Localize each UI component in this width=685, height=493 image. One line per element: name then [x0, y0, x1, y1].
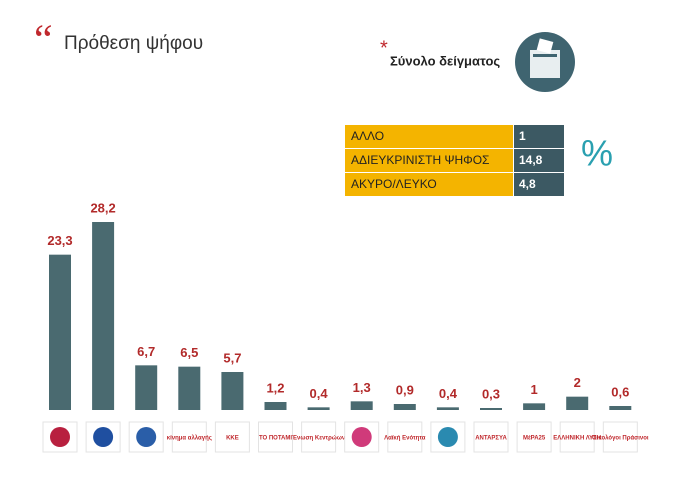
table-label: ΑΚΥΡΟ/ΛΕΥΚΟ: [351, 177, 437, 191]
logo-box: [258, 421, 293, 453]
table-value: 14,8: [519, 153, 543, 167]
logo-mark: [93, 427, 114, 447]
logo-box: [214, 421, 250, 453]
logo-box: [171, 421, 207, 453]
bar: [609, 406, 632, 410]
asterisk: *: [380, 37, 388, 59]
logo-mark: [351, 427, 372, 447]
value-label: 6,7: [137, 344, 155, 359]
bar: [264, 402, 287, 410]
party-logo: [430, 421, 466, 453]
value-label: 6,5: [180, 345, 198, 360]
table-unit: %: [581, 133, 613, 174]
party-logo: ΤΟ ΠΟΤΑΜΙ: [258, 421, 293, 453]
logo-box: [559, 421, 595, 453]
x-tick-label: ΑΝΤΑΡΣΥΑ: [475, 436, 507, 442]
value-label: 23,3: [47, 233, 72, 248]
table-value: 4,8: [519, 177, 536, 191]
logo-box: [516, 421, 552, 453]
party-logo: Λαϊκή Ενότητα: [384, 421, 426, 453]
logo-box: [602, 421, 638, 453]
value-label: 0,6: [611, 384, 629, 399]
x-tick-label: ΜέΡΑ25: [523, 436, 546, 442]
logo-box: [387, 421, 423, 453]
table-cell: [514, 125, 564, 148]
x-tick-label: Ένωση Κεντρώων: [292, 436, 346, 442]
value-label: 0,4: [310, 386, 329, 401]
bar: [178, 366, 201, 410]
bar: [221, 372, 244, 410]
logo-box: [473, 421, 509, 453]
table-cell: [514, 149, 564, 172]
chart-title: Πρόθεση ψήφου: [64, 33, 203, 54]
logo-box: [301, 421, 337, 453]
table-cell: [514, 173, 564, 196]
bar: [436, 407, 459, 410]
logo-mark: [50, 427, 70, 447]
x-tick-label: Οικολόγοι Πράσινοι: [592, 436, 649, 442]
value-label: 1,2: [266, 380, 284, 395]
value-label: 28,2: [90, 200, 115, 215]
quote-mark: “: [34, 18, 53, 64]
value-label: 2: [574, 375, 581, 390]
party-logo: [344, 421, 380, 453]
table-cell: [345, 125, 513, 148]
bar: [92, 222, 115, 410]
party-logo: Ένωση Κεντρώων: [292, 421, 346, 453]
logo-mark: [136, 427, 157, 447]
party-logo: ΕΛΛΗΝΙΚΗ ΛΥΣΗ: [553, 421, 601, 453]
table-label: ΑΛΛΟ: [351, 129, 384, 143]
value-label: 0,9: [396, 382, 414, 397]
x-tick-label: κίνημα αλλαγής: [167, 436, 212, 442]
bar: [49, 254, 71, 410]
table-cell: [345, 149, 513, 172]
table-value: 1: [519, 129, 526, 143]
bar: [480, 408, 502, 410]
bar: [307, 407, 330, 410]
party-logo: [128, 421, 164, 453]
summary-table: ΑΛΛΟ 1 ΑΔΙΕΥΚΡΙΝΙΣΤΗ ΨΗΦΟΣ 14,8 ΑΚΥΡΟ/ΛΕΥΚΟ 4…: [345, 125, 564, 196]
value-label: 0,3: [482, 386, 500, 401]
party-logo: ΜέΡΑ25: [516, 421, 552, 453]
x-tick-label: ΕΛΛΗΝΙΚΗ ΛΥΣΗ: [553, 436, 601, 442]
value-label: 0,4: [439, 386, 458, 401]
bar: [393, 404, 416, 410]
x-tick-label: ΤΟ ΠΟΤΑΜΙ: [259, 436, 292, 442]
table-cell: [345, 173, 513, 196]
party-logo: Οικολόγοι Πράσινοι: [592, 421, 649, 453]
bar: [135, 365, 158, 410]
bar: [523, 403, 546, 410]
logo-mark: [437, 427, 458, 447]
bar: [350, 401, 373, 410]
party-logo: ΑΝΤΑΡΣΥΑ: [473, 421, 509, 453]
ballot-icon: [515, 32, 575, 92]
party-logo: ΚΚΕ: [214, 421, 250, 453]
value-label: 1,3: [353, 380, 371, 395]
x-tick-label: Λαϊκή Ενότητα: [384, 436, 426, 442]
value-label: 1: [530, 382, 537, 397]
bar: [566, 396, 589, 410]
party-logo: [85, 421, 121, 453]
subtitle: Σύνολο δείγματος: [390, 53, 500, 68]
x-tick-label: ΚΚΕ: [226, 436, 239, 442]
party-logo: κίνημα αλλαγής: [167, 421, 212, 453]
table-label: ΑΔΙΕΥΚΡΙΝΙΣΤΗ ΨΗΦΟΣ: [351, 153, 489, 167]
value-label: 5,7: [223, 350, 241, 365]
party-logo: [42, 421, 78, 453]
